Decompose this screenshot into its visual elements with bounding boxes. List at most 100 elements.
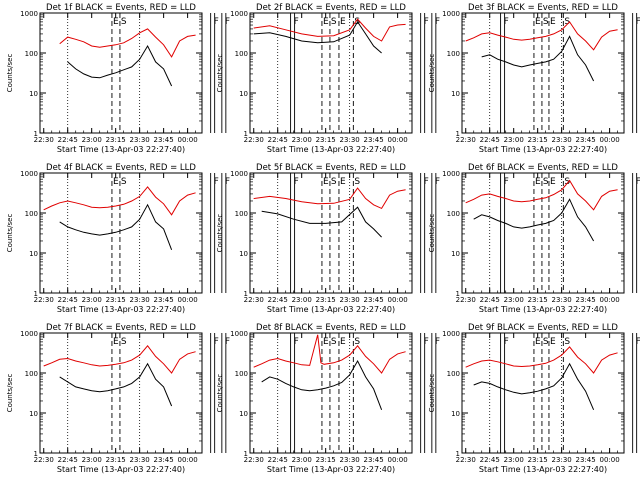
y-tick-label: 1000 (230, 10, 248, 18)
y-tick-label: 1000 (20, 170, 38, 178)
x-tick-label: 22:45 (268, 136, 288, 144)
marker-label: S (121, 337, 127, 347)
marker-label: E (340, 337, 346, 347)
y-axis-label: Counts/sec (428, 54, 436, 93)
marker-label: F (636, 17, 640, 27)
marker-label: E (535, 177, 541, 187)
x-tick-label: 22:30 (244, 136, 264, 144)
x-tick-label: 22:45 (480, 136, 500, 144)
x-tick-label: 00:00 (600, 136, 620, 144)
x-tick-label: 22:45 (58, 296, 78, 304)
detector-panel-4: Det 4f BLACK = Events, RED = LLD Counts/s… (6, 163, 360, 314)
detector-panel-2: Det 2f BLACK = Events, RED = LLD Counts/s… (216, 3, 570, 154)
marker-label: F (504, 177, 509, 187)
x-tick-label: 23:30 (130, 296, 150, 304)
x-tick-label: 23:15 (316, 296, 336, 304)
x-tick-label: 22:30 (456, 296, 476, 304)
series-line-black (253, 20, 382, 54)
y-tick-label: 1000 (442, 10, 460, 18)
panel-title: Det 1f BLACK = Events, RED = LLD (46, 3, 196, 13)
detector-panel-9: Det 9f BLACK = Events, RED = LLD Counts/s… (428, 323, 640, 474)
panel-title: Det 8f BLACK = Events, RED = LLD (256, 323, 406, 333)
marker-label: E (535, 17, 541, 27)
marker-label: E (535, 337, 541, 347)
series-line-black (481, 35, 595, 82)
panel-title: Det 9f BLACK = Events, RED = LLD (468, 323, 618, 333)
x-tick-label: 22:30 (34, 456, 54, 464)
y-tick-label: 1000 (442, 170, 460, 178)
x-axis-label: Start Time (13-Apr-03 22:27:40) (57, 465, 185, 474)
y-tick-label: 1 (244, 130, 248, 138)
x-tick-label: 23:45 (154, 136, 174, 144)
x-tick-label: 22:30 (34, 296, 54, 304)
marker-label: F (294, 337, 299, 347)
marker-label: F (225, 17, 230, 27)
plot-frame (39, 172, 203, 294)
y-tick-label: 100 (447, 50, 460, 58)
series-line-red (465, 179, 618, 211)
marker-label: F (504, 17, 509, 27)
panel-title: Det 4f BLACK = Events, RED = LLD (46, 163, 196, 173)
y-axis-label: Counts/sec (216, 374, 224, 413)
y-tick-label: 10 (29, 90, 38, 98)
marker-label: E (550, 177, 556, 187)
panel-title: Det 3f BLACK = Events, RED = LLD (468, 3, 618, 13)
y-axis-label: Counts/sec (428, 374, 436, 413)
y-tick-label: 1 (34, 290, 38, 298)
plot-frame (461, 172, 625, 294)
panel-title: Det 7f BLACK = Events, RED = LLD (46, 323, 196, 333)
x-tick-label: 22:30 (34, 136, 54, 144)
x-tick-label: 22:45 (268, 296, 288, 304)
series-line-red (59, 28, 196, 58)
y-axis-label: Counts/sec (216, 214, 224, 253)
y-tick-label: 100 (447, 370, 460, 378)
y-tick-label: 1 (34, 130, 38, 138)
series-line-red (465, 21, 618, 51)
y-axis-label: Counts/sec (216, 54, 224, 93)
x-tick-label: 22:45 (268, 456, 288, 464)
series-line-black (59, 362, 173, 407)
marker-label: S (121, 177, 127, 187)
x-tick-label: 00:00 (178, 136, 198, 144)
marker-label: F (636, 177, 640, 187)
y-tick-label: 100 (25, 210, 38, 218)
detector-panel-7: Det 7f BLACK = Events, RED = LLD Counts/s… (6, 323, 360, 474)
marker-label: S (331, 17, 337, 27)
x-tick-label: 00:00 (178, 456, 198, 464)
x-tick-label: 23:00 (82, 296, 102, 304)
x-axis-label: Start Time (13-Apr-03 22:27:40) (479, 465, 607, 474)
x-tick-label: 23:00 (82, 136, 102, 144)
y-tick-label: 1000 (20, 10, 38, 18)
marker-label: F (214, 177, 219, 187)
y-tick-label: 100 (25, 50, 38, 58)
marker-label: S (331, 337, 337, 347)
x-tick-label: 23:00 (292, 136, 312, 144)
y-tick-label: 1 (34, 450, 38, 458)
x-tick-label: 23:00 (504, 456, 524, 464)
x-tick-label: 23:15 (106, 136, 126, 144)
y-tick-label: 10 (29, 250, 38, 258)
x-tick-label: 00:00 (600, 296, 620, 304)
y-tick-label: 1 (244, 290, 248, 298)
series-line-red (253, 334, 406, 374)
y-tick-label: 10 (29, 410, 38, 418)
y-tick-label: 100 (235, 370, 248, 378)
y-tick-label: 10 (239, 410, 248, 418)
marker-label: E (113, 337, 119, 347)
y-tick-label: 1000 (442, 330, 460, 338)
marker-label: F (294, 177, 299, 187)
x-tick-label: 23:45 (364, 136, 384, 144)
y-axis-label: Counts/sec (6, 214, 14, 253)
detector-panel-1: Det 1f BLACK = Events, RED = LLD Counts/s… (6, 3, 360, 154)
x-tick-label: 23:45 (154, 456, 174, 464)
y-tick-label: 1000 (230, 330, 248, 338)
series-line-black (473, 198, 595, 242)
y-tick-label: 10 (451, 410, 460, 418)
marker-label: F (225, 337, 230, 347)
marker-label: S (564, 177, 570, 187)
x-axis-label: Start Time (13-Apr-03 22:27:40) (479, 145, 607, 154)
x-tick-label: 23:15 (106, 296, 126, 304)
plot-frame (39, 332, 203, 454)
plot-frame (461, 332, 625, 454)
